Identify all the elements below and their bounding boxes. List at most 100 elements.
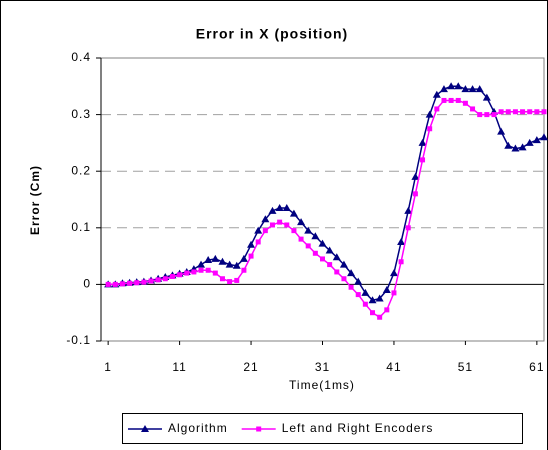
- data-point: [227, 279, 233, 285]
- data-point: [527, 109, 533, 115]
- y-axis-label: Error (Cm): [28, 165, 42, 235]
- data-point: [498, 109, 504, 115]
- data-point: [305, 243, 311, 249]
- x-tick-label: 51: [458, 360, 473, 374]
- data-point: [248, 253, 254, 259]
- data-point: [339, 260, 348, 268]
- data-point: [505, 109, 511, 115]
- data-point: [112, 281, 118, 287]
- y-tick-label: 0.2: [71, 163, 91, 177]
- data-point: [404, 206, 413, 214]
- data-point: [312, 250, 318, 256]
- plot-area: [100, 57, 545, 342]
- legend-label: Left and Right Encoders: [282, 421, 434, 435]
- data-point: [362, 301, 368, 307]
- data-point: [205, 267, 211, 273]
- data-point: [127, 280, 133, 286]
- y-tick-label: 0: [83, 277, 91, 291]
- data-point: [468, 85, 477, 93]
- x-tick-label: 1: [104, 360, 112, 374]
- data-point: [254, 226, 263, 234]
- data-point: [162, 276, 168, 282]
- data-point: [420, 157, 426, 163]
- data-point: [297, 218, 306, 226]
- data-point: [211, 254, 220, 262]
- data-point: [397, 237, 406, 245]
- data-point: [262, 228, 268, 234]
- data-point: [255, 239, 261, 245]
- data-point: [447, 82, 456, 90]
- x-tick-label: 41: [386, 360, 401, 374]
- data-point: [482, 93, 491, 101]
- data-point: [311, 232, 320, 240]
- data-point: [454, 82, 463, 90]
- data-point: [355, 292, 361, 298]
- data-point: [512, 109, 518, 115]
- data-point: [304, 226, 313, 234]
- data-point: [261, 215, 270, 223]
- data-point: [491, 112, 497, 118]
- y-tick-label: 0.3: [71, 107, 91, 121]
- data-point: [332, 253, 341, 261]
- data-point: [247, 240, 256, 248]
- data-point: [525, 138, 534, 146]
- data-point: [119, 281, 125, 287]
- y-tick-label: -0.1: [66, 333, 91, 347]
- x-tick-label: 11: [172, 360, 186, 374]
- data-point: [341, 276, 347, 282]
- data-point: [275, 203, 284, 211]
- data-point: [484, 112, 490, 118]
- data-point: [269, 222, 275, 228]
- data-point: [289, 209, 298, 217]
- data-point: [284, 222, 290, 228]
- data-point: [155, 277, 161, 283]
- data-point: [225, 260, 234, 268]
- data-point: [389, 269, 398, 277]
- chart-title: Error in X (position): [196, 26, 348, 42]
- data-point: [218, 257, 227, 265]
- data-point: [325, 246, 334, 254]
- data-point: [405, 225, 411, 231]
- data-point: [141, 279, 147, 285]
- data-point: [475, 85, 484, 93]
- data-point: [448, 97, 454, 103]
- data-point: [534, 109, 540, 115]
- data-point: [384, 307, 390, 313]
- data-point: [540, 133, 548, 141]
- data-point: [232, 261, 241, 269]
- data-point: [382, 286, 391, 294]
- data-point: [348, 284, 354, 290]
- data-point: [497, 127, 506, 135]
- data-point: [432, 90, 441, 98]
- data-point: [375, 294, 384, 302]
- data-point: [204, 256, 213, 264]
- data-point: [169, 273, 175, 279]
- y-tick-label: 0.1: [71, 220, 91, 234]
- data-point: [268, 206, 277, 214]
- data-point: [354, 277, 363, 285]
- data-point: [277, 219, 283, 225]
- data-point: [320, 256, 325, 262]
- data-point: [291, 228, 297, 234]
- data-point: [361, 288, 370, 296]
- data-point: [347, 269, 356, 277]
- data-point: [197, 260, 206, 268]
- data-point: [434, 106, 440, 112]
- data-point: [418, 138, 427, 146]
- data-point: [412, 191, 418, 197]
- data-point: [184, 270, 190, 276]
- x-axis-label: Time(1ms): [289, 378, 355, 392]
- data-point: [191, 269, 197, 275]
- data-point: [439, 85, 448, 93]
- legend-marker: [256, 426, 262, 432]
- data-point: [282, 203, 291, 211]
- data-point: [148, 278, 154, 284]
- data-point: [477, 112, 483, 118]
- data-point: [318, 239, 327, 247]
- legend-marker: [141, 425, 149, 432]
- data-point: [105, 281, 111, 287]
- data-point: [425, 110, 434, 118]
- data-point: [212, 270, 218, 276]
- data-point: [520, 109, 526, 115]
